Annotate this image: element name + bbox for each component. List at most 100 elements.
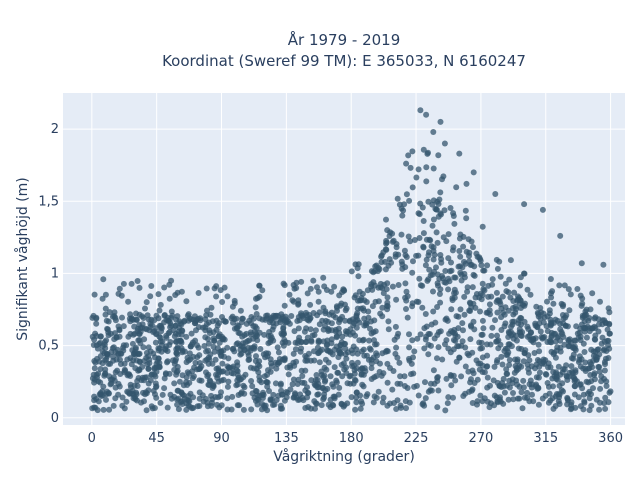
data-point [102,291,109,298]
data-point [552,330,559,337]
data-point [548,294,555,301]
data-point [393,344,400,351]
data-point [348,268,355,275]
data-point [157,301,164,308]
data-point [114,346,121,353]
data-point [506,276,513,283]
data-point [564,396,571,402]
data-point [255,396,262,403]
data-point [183,374,190,381]
data-point [124,356,131,363]
data-point [496,383,503,390]
data-point [489,281,496,288]
data-point [510,305,516,311]
data-point [398,258,405,265]
data-point [314,284,320,291]
data-point [437,299,444,306]
data-point [265,340,272,347]
data-point [140,315,147,321]
x-tick-label: 0 [88,431,96,446]
data-point [368,376,375,382]
data-point [468,261,475,268]
data-point [256,293,263,300]
data-point [296,317,303,324]
data-point [577,363,584,370]
data-points [89,107,614,414]
data-point [536,348,543,355]
data-point [126,390,133,397]
data-point [365,308,372,315]
data-point [435,213,442,220]
data-point [267,396,274,403]
data-point [152,339,159,346]
data-point [319,317,326,324]
data-point [425,149,431,156]
data-point [547,276,554,282]
data-point [286,291,293,298]
data-point [316,359,323,366]
data-point [275,312,281,319]
data-point [373,350,380,357]
data-point [314,391,321,398]
data-point [525,369,532,376]
data-point [437,328,444,335]
data-point [445,275,452,282]
data-point [530,336,537,343]
data-point [471,272,478,279]
data-point [459,320,466,327]
data-point [170,327,177,334]
data-point [495,297,502,304]
data-point [158,342,165,349]
data-point [497,398,504,405]
data-point [579,300,586,307]
data-point [550,300,557,307]
data-point [406,399,413,406]
data-point [312,327,319,334]
data-point [119,314,125,321]
x-tick-label: 180 [339,431,364,446]
data-point [476,294,483,301]
data-point [307,301,314,308]
data-point [164,359,170,366]
data-point [371,337,377,344]
data-point [117,371,124,377]
data-point [419,204,426,211]
data-point [536,369,543,376]
data-point [599,317,606,324]
data-point [507,257,514,264]
data-point [583,334,590,341]
data-point [220,368,227,375]
data-point [350,380,357,387]
data-point [486,404,493,411]
y-tick-label: 1,5 [38,194,59,209]
data-point [402,252,409,259]
data-point [138,377,145,384]
data-point [595,328,602,335]
data-point [360,383,367,390]
data-point [530,398,537,405]
data-point [136,337,143,343]
data-point [139,321,146,328]
data-point [259,287,266,294]
data-point [133,357,140,364]
data-point [308,377,315,384]
data-point [231,348,238,355]
data-point [190,353,197,360]
data-point [183,400,190,407]
data-point [561,341,568,348]
data-point [425,198,432,205]
data-point [458,373,465,380]
data-point [491,392,498,399]
data-point [410,354,416,361]
data-point [136,284,143,291]
data-point [216,404,223,411]
data-point [431,251,438,258]
data-point [435,387,442,394]
data-point [498,353,505,360]
data-point [556,394,562,401]
data-point [393,296,400,303]
data-point [253,325,260,332]
data-point [250,344,257,351]
data-point [145,380,152,387]
data-point [168,277,175,284]
